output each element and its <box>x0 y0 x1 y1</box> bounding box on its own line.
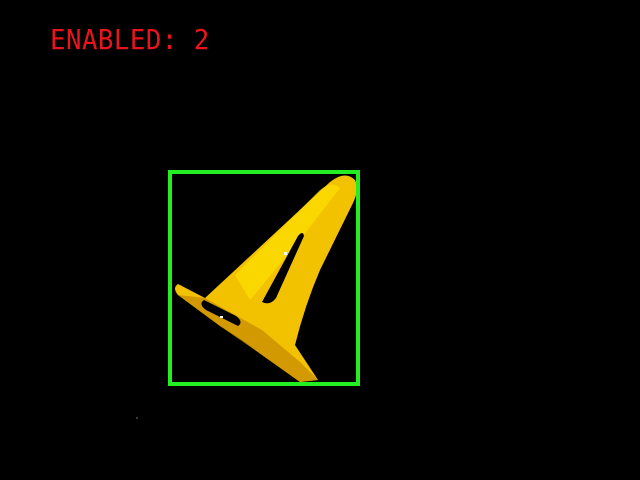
cone-speck <box>284 252 287 255</box>
enabled-count-label: ENABLED: 2 <box>50 23 210 56</box>
cone-band-upper <box>262 233 304 304</box>
cone-band-lower <box>201 300 241 326</box>
cone-base-shadow <box>178 295 318 382</box>
cone-highlight <box>235 184 340 300</box>
cone-speck <box>220 316 223 318</box>
noise-pixel <box>136 417 138 419</box>
detection-bounding-box <box>168 170 360 386</box>
